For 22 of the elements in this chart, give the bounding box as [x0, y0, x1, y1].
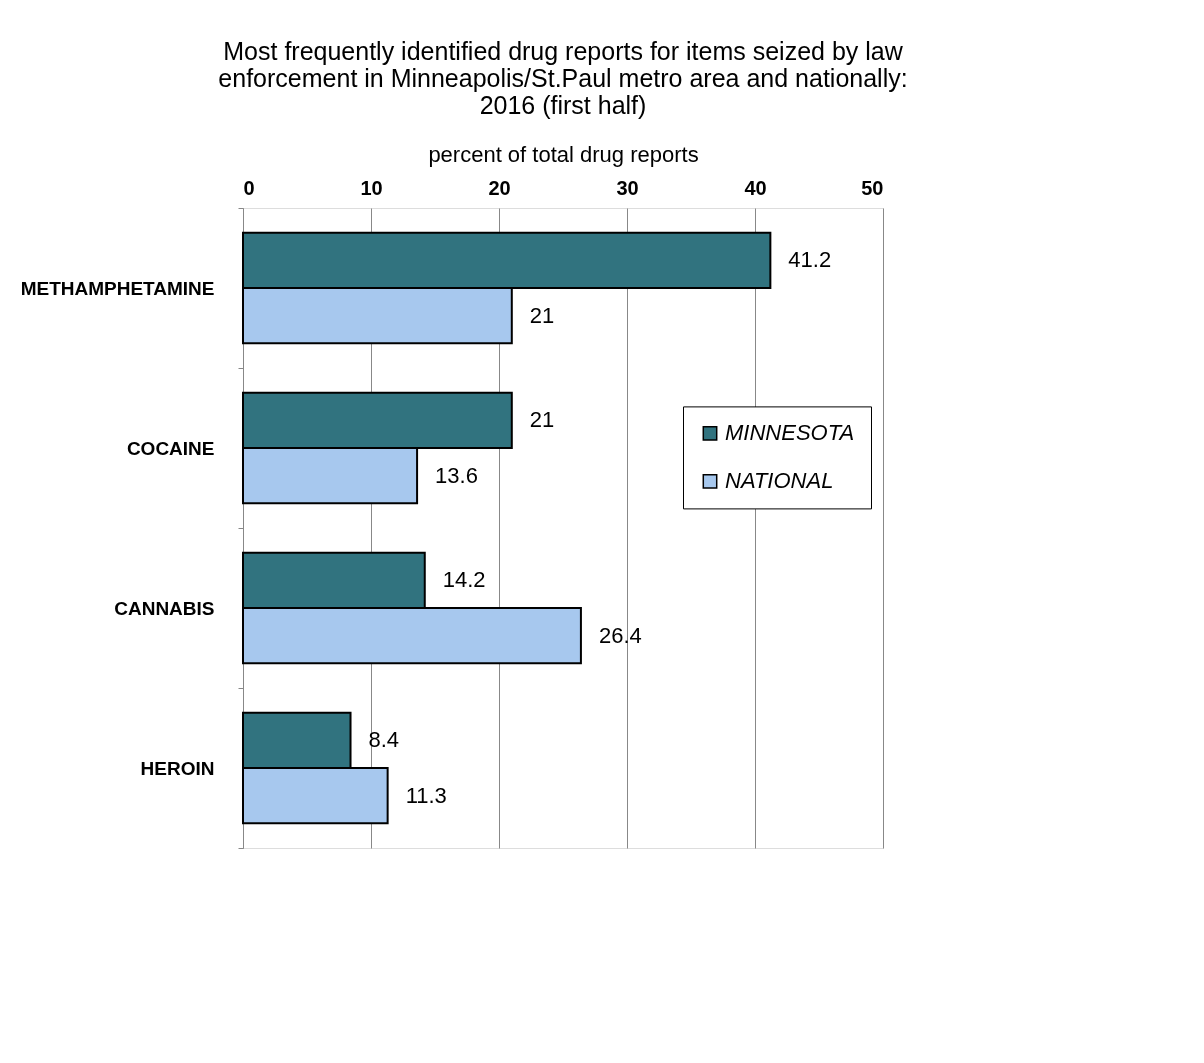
data-label: 14.2 [442, 567, 486, 593]
data-label: 21 [529, 407, 555, 433]
x-tick-label: 50 [861, 176, 884, 199]
data-label: 8.4 [368, 727, 400, 753]
data-label: 21 [529, 302, 555, 328]
chart-title: Most frequently identified drug reports for items seized by law enforcement in Minneapolis/St.Paul metro area and nationally: 2016 (first half) [218, 37, 908, 119]
data-label: 41.2 [788, 247, 832, 273]
data-label: 13.6 [435, 462, 478, 488]
data-label: 26.4 [598, 622, 642, 648]
x-tick-label: 0 [243, 176, 255, 199]
legend-label: MINNESOTA [725, 420, 855, 446]
data-label: 11.3 [405, 782, 447, 808]
x-tick-label: 40 [744, 176, 767, 199]
y-tick-label: COCAINE [126, 437, 215, 459]
y-tick-label: METHAMPHETAMINE [20, 277, 215, 299]
x-axis-title: percent of total drug reports [428, 141, 699, 167]
x-tick-label: 30 [616, 176, 639, 199]
x-tick-label: 10 [360, 176, 383, 199]
y-tick-label: HEROIN [140, 757, 215, 779]
x-tick-label: 20 [488, 176, 511, 199]
y-tick-label: CANNABIS [114, 597, 215, 619]
legend-label: NATIONAL [725, 468, 834, 494]
